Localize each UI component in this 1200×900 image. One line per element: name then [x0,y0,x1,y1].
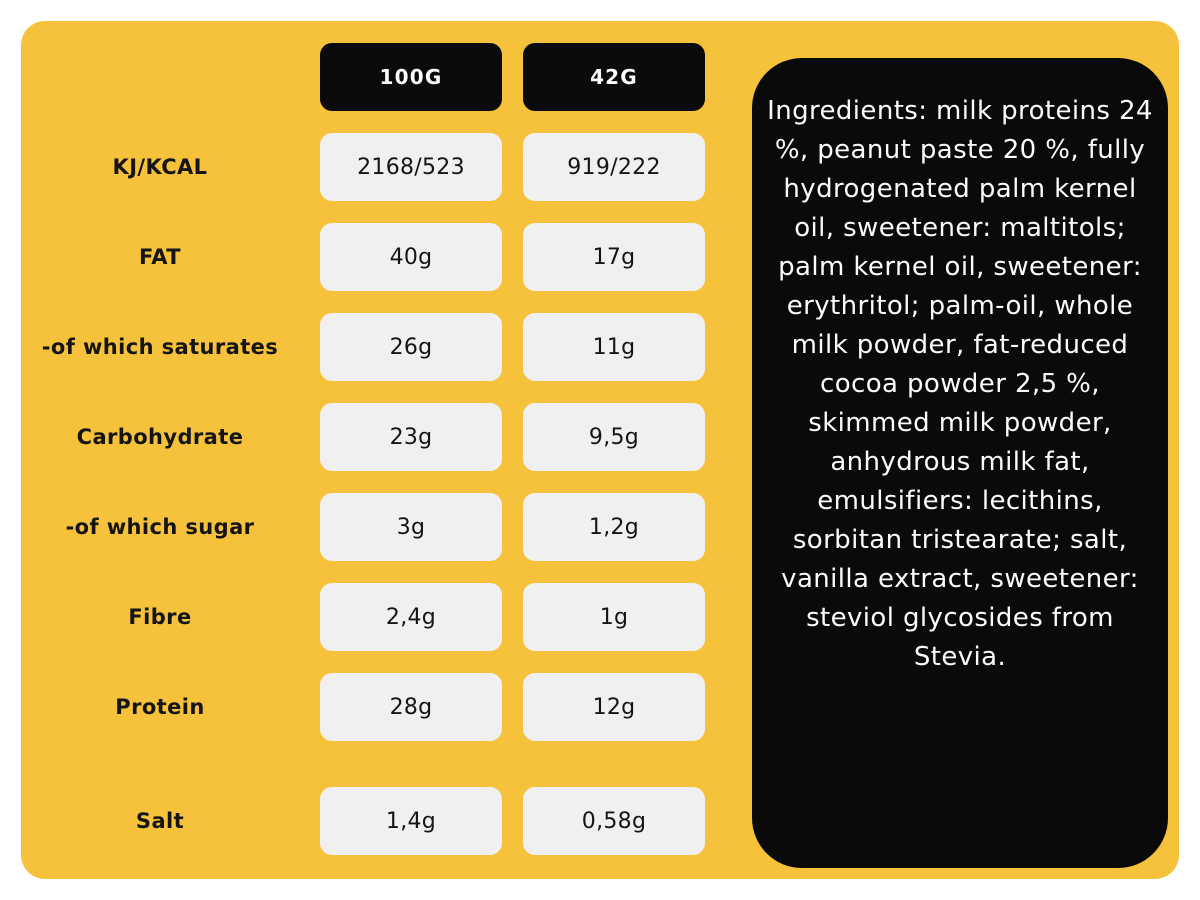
table-row-carbohydrate: Carbohydrate 23g 9,5g [21,403,731,471]
table-row-protein: Protein 28g 12g [21,673,731,741]
value-cell-100g: 2168/523 [320,133,502,201]
table-row-saturates: -of which saturates 26g 11g [21,313,731,381]
table-row-sugar: -of which sugar 3g 1,2g [21,493,731,561]
row-label: KJ/KCAL [112,155,208,179]
value-cell-42g: 11g [523,313,705,381]
value-cell-42g: 919/222 [523,133,705,201]
row-label: Fibre [128,605,192,629]
table-row-fat: FAT 40g 17g [21,223,731,291]
row-label: Salt [135,809,185,833]
table-header-row: 100G 42G [21,43,731,111]
row-label: Carbohydrate [76,425,244,449]
column-header-100g: 100G [320,43,502,111]
value-cell-100g: 40g [320,223,502,291]
ingredients-text: Ingredients: milk proteins 24 %, peanut … [767,96,1153,672]
table-row-kj-kcal: KJ/KCAL 2168/523 919/222 [21,133,731,201]
value-cell-42g: 1,2g [523,493,705,561]
nutrition-table: 100G 42G KJ/KCAL 2168/523 919/222 FAT 40… [21,21,731,855]
value-cell-42g: 17g [523,223,705,291]
value-cell-42g: 1g [523,583,705,651]
value-cell-100g: 28g [320,673,502,741]
column-header-42g: 42G [523,43,705,111]
value-cell-100g: 23g [320,403,502,471]
value-cell-100g: 26g [320,313,502,381]
table-row-fibre: Fibre 2,4g 1g [21,583,731,651]
row-label: -of which sugar [65,515,255,539]
value-cell-100g: 2,4g [320,583,502,651]
value-cell-100g: 3g [320,493,502,561]
row-label: FAT [138,245,182,269]
value-cell-42g: 9,5g [523,403,705,471]
value-cell-42g: 0,58g [523,787,705,855]
value-cell-42g: 12g [523,673,705,741]
row-label: -of which saturates [41,335,279,359]
nutrition-label-card: 100G 42G KJ/KCAL 2168/523 919/222 FAT 40… [21,21,1179,879]
header-spacer [21,43,299,111]
row-label: Protein [115,695,205,719]
table-row-salt: Salt 1,4g 0,58g [21,787,731,855]
ingredients-panel: Ingredients: milk proteins 24 %, peanut … [752,58,1168,868]
value-cell-100g: 1,4g [320,787,502,855]
